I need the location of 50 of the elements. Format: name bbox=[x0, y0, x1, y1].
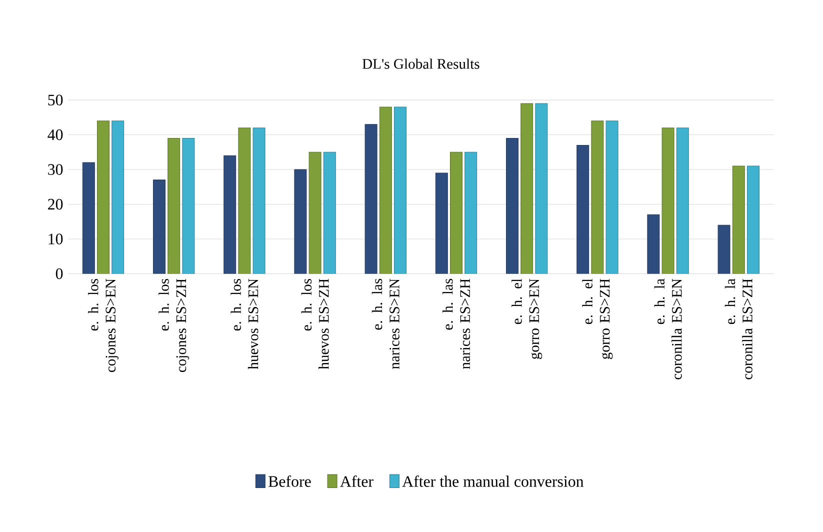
bar bbox=[224, 155, 236, 274]
y-tick-label: 20 bbox=[48, 198, 63, 210]
bar bbox=[168, 138, 180, 274]
x-tick-label: e. h. el gorro ES>EN bbox=[512, 278, 542, 359]
bar bbox=[746, 166, 760, 274]
bar bbox=[323, 152, 336, 274]
x-tick-label: e. h. los cojones ES>EN bbox=[88, 278, 118, 372]
bar bbox=[252, 127, 266, 274]
bar bbox=[308, 152, 322, 274]
bar bbox=[153, 180, 166, 274]
bar bbox=[379, 106, 392, 274]
bar bbox=[464, 152, 478, 274]
bar bbox=[506, 138, 518, 274]
bar bbox=[647, 214, 660, 274]
bar bbox=[576, 144, 590, 274]
bar bbox=[520, 103, 534, 274]
bar bbox=[82, 162, 95, 274]
legend-label: After the manual conversion bbox=[402, 475, 584, 487]
x-tick-label: e. h. el gorro ES>ZH bbox=[582, 278, 613, 359]
bar bbox=[294, 169, 307, 274]
bar bbox=[435, 172, 448, 274]
bar bbox=[364, 124, 378, 274]
y-tick-label: 10 bbox=[48, 233, 63, 244]
bar bbox=[112, 120, 124, 274]
bar bbox=[606, 120, 618, 274]
x-tick-label: e. h. los huevos ES>EN bbox=[230, 278, 258, 370]
y-tick-label: 50 bbox=[48, 94, 63, 106]
bar bbox=[394, 106, 406, 274]
bar bbox=[662, 127, 674, 274]
y-tick-label: 0 bbox=[56, 268, 63, 279]
bar bbox=[732, 166, 745, 274]
bar bbox=[182, 138, 195, 274]
x-tick-label: e. h. la coronilla ES>EN bbox=[654, 278, 682, 380]
bar bbox=[238, 127, 251, 274]
chart-title: DL's Global Results bbox=[362, 58, 480, 69]
x-tick-label: e. h. las narices ES>EN bbox=[372, 278, 400, 369]
y-tick-label: 30 bbox=[48, 164, 63, 175]
bar bbox=[676, 127, 689, 274]
bar bbox=[535, 103, 548, 274]
x-tick-label: e. h. los huevos ES>ZH bbox=[301, 278, 329, 370]
y-tick-label: 40 bbox=[48, 129, 63, 140]
legend-label: After bbox=[340, 475, 374, 487]
x-tick-label: e. h. la coronilla ES>ZH bbox=[724, 278, 752, 380]
legend-label: Before bbox=[268, 475, 311, 487]
x-tick-label: e. h. los cojones ES>ZH bbox=[158, 278, 190, 372]
bar bbox=[450, 152, 462, 274]
x-tick-label: e. h. las narices ES>ZH bbox=[442, 278, 470, 369]
bar bbox=[591, 120, 604, 274]
bar bbox=[718, 224, 730, 274]
bar bbox=[97, 120, 110, 274]
